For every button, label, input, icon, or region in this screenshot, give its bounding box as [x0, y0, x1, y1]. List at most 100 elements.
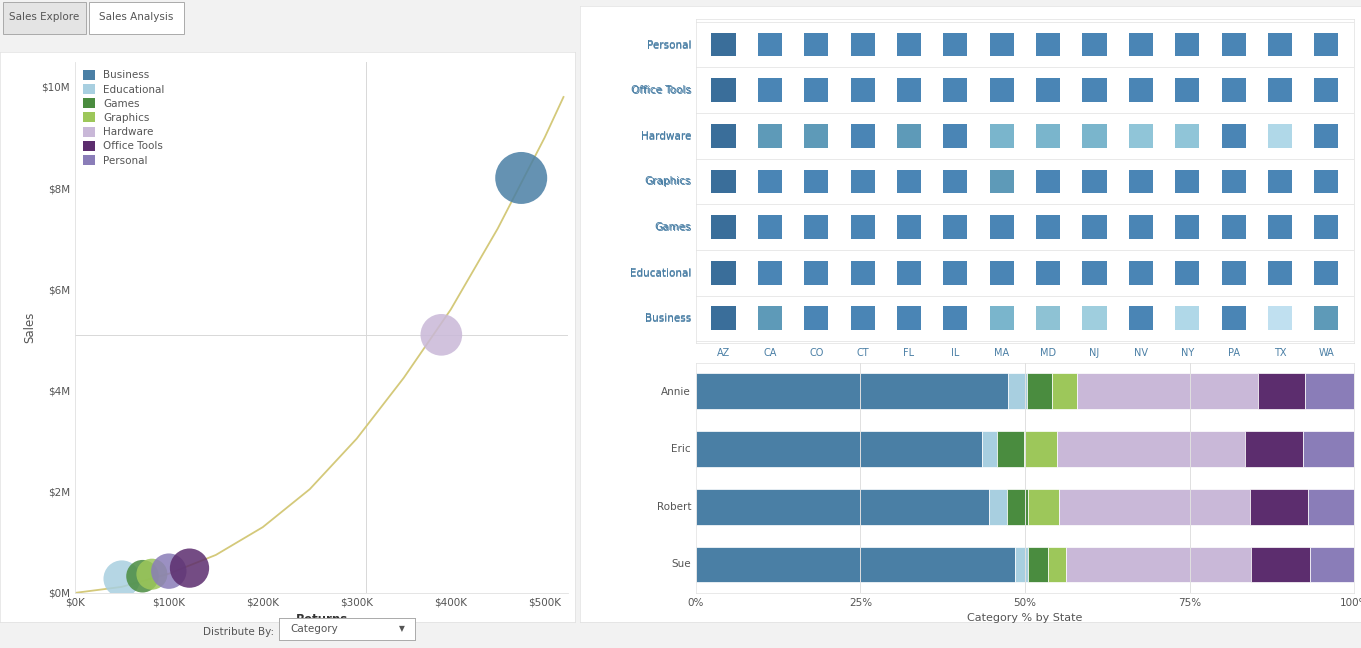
Bar	[851, 124, 875, 148]
Bar	[1222, 261, 1245, 284]
Legend: Business, Educational, Games, Graphics, Hardware, Office Tools, Personal: Business, Educational, Games, Graphics, …	[79, 65, 169, 170]
Bar	[1222, 78, 1245, 102]
Bar	[1268, 261, 1292, 284]
Bar	[1128, 261, 1153, 284]
X-axis label: Category % by State: Category % by State	[968, 614, 1082, 623]
Bar	[1036, 261, 1060, 284]
Bar	[804, 124, 829, 148]
Bar	[989, 78, 1014, 102]
Text: Sue: Sue	[671, 559, 691, 569]
Bar	[1028, 547, 1048, 583]
Bar	[989, 307, 1014, 330]
Bar	[1128, 124, 1153, 148]
Bar	[897, 32, 921, 56]
Text: Office Tools: Office Tools	[632, 85, 691, 95]
Point	[510, 173, 532, 183]
Bar	[695, 547, 1015, 583]
Bar	[1175, 124, 1199, 148]
Bar	[851, 170, 875, 193]
Bar	[1315, 32, 1338, 56]
Text: Eric: Eric	[671, 444, 691, 454]
Bar	[989, 32, 1014, 56]
Bar	[851, 307, 875, 330]
Bar	[1036, 307, 1060, 330]
Bar	[1268, 124, 1292, 148]
Bar	[1175, 307, 1199, 330]
Bar	[897, 170, 921, 193]
Bar	[712, 215, 735, 239]
Bar	[1315, 124, 1338, 148]
Text: Robert: Robert	[656, 502, 691, 512]
Bar	[1028, 489, 1059, 525]
Bar	[1048, 547, 1067, 583]
Bar	[1036, 170, 1060, 193]
Bar	[943, 32, 968, 56]
Bar	[897, 215, 921, 239]
Bar	[1175, 32, 1199, 56]
Point	[112, 573, 133, 584]
Bar	[804, 170, 829, 193]
Bar	[851, 78, 875, 102]
Text: Games: Games	[655, 222, 691, 232]
Bar	[943, 215, 968, 239]
Bar	[758, 78, 783, 102]
Bar	[1251, 489, 1308, 525]
Bar	[943, 261, 968, 284]
Bar	[758, 261, 783, 284]
Bar	[1268, 78, 1292, 102]
Bar	[989, 124, 1014, 148]
Bar	[943, 124, 968, 148]
Bar	[1268, 32, 1292, 56]
Bar	[1258, 373, 1305, 409]
Point	[132, 571, 154, 581]
Bar	[712, 32, 735, 56]
Bar	[1175, 170, 1199, 193]
Bar	[983, 431, 996, 467]
Bar	[758, 215, 783, 239]
Bar	[712, 170, 735, 193]
Bar	[943, 78, 968, 102]
Bar	[1082, 307, 1106, 330]
Bar	[851, 215, 875, 239]
Bar	[804, 261, 829, 284]
Bar	[989, 215, 1014, 239]
Bar	[758, 32, 783, 56]
Bar	[1082, 124, 1106, 148]
Bar	[897, 78, 921, 102]
Bar	[1077, 373, 1258, 409]
FancyBboxPatch shape	[3, 3, 86, 34]
Y-axis label: Sales: Sales	[23, 312, 35, 343]
Bar	[1175, 215, 1199, 239]
Bar	[1082, 170, 1106, 193]
Bar	[1036, 124, 1060, 148]
Bar	[1059, 489, 1251, 525]
Bar	[712, 261, 735, 284]
Bar	[1175, 78, 1199, 102]
Bar	[1015, 547, 1028, 583]
Bar	[1315, 78, 1338, 102]
Bar	[758, 307, 783, 330]
Bar	[1268, 170, 1292, 193]
X-axis label: Returns: Returns	[295, 614, 347, 627]
Bar	[1175, 261, 1199, 284]
Bar	[897, 307, 921, 330]
Bar	[943, 307, 968, 330]
Bar	[804, 78, 829, 102]
Bar	[1315, 170, 1338, 193]
Bar	[996, 431, 1025, 467]
Bar	[758, 124, 783, 148]
Bar	[1082, 261, 1106, 284]
Bar	[1268, 215, 1292, 239]
Bar	[712, 78, 735, 102]
Bar	[1036, 32, 1060, 56]
FancyBboxPatch shape	[88, 3, 184, 34]
Bar	[1222, 170, 1245, 193]
Bar	[758, 170, 783, 193]
Bar	[1308, 489, 1354, 525]
Bar	[851, 32, 875, 56]
Bar	[695, 431, 983, 467]
Bar	[1036, 78, 1060, 102]
Bar	[1305, 373, 1354, 409]
Bar	[1036, 215, 1060, 239]
Text: Distribute By:: Distribute By:	[203, 627, 274, 638]
